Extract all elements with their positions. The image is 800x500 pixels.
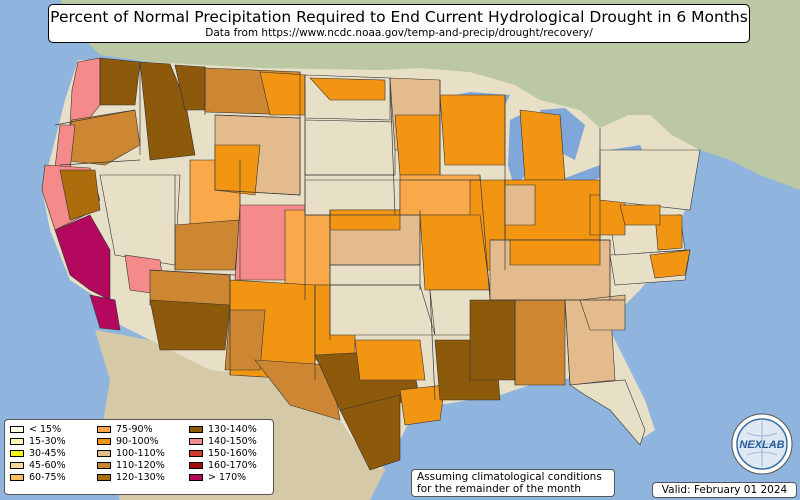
region-nc-east	[649, 249, 691, 279]
legend-swatch	[189, 425, 203, 433]
legend-swatch	[189, 449, 203, 457]
legend-column-1: < 15% 15-30% 30-45% 45-60% 60-75%	[10, 423, 66, 484]
legend-item: 130-140%	[189, 423, 257, 435]
legend-swatch	[189, 474, 203, 482]
legend-column-2: 75-90% 90-100% 100-110% 110-120% 120-130…	[97, 423, 165, 484]
region-nd-east	[309, 77, 386, 101]
legend-label: 150-160%	[208, 447, 257, 459]
legend-swatch	[97, 462, 111, 470]
region-sd	[304, 119, 396, 176]
state-borders	[54, 58, 625, 401]
legend-label: < 15%	[29, 423, 62, 435]
legend-label: 110-120%	[116, 460, 165, 472]
legend-item: 150-160%	[189, 447, 257, 459]
legend-swatch	[10, 425, 24, 433]
legend-label: 120-130%	[116, 472, 165, 484]
legend-swatch	[10, 474, 24, 482]
legend-swatch	[97, 474, 111, 482]
legend-item: < 15%	[10, 423, 66, 435]
legend-label: 45-60%	[29, 460, 66, 472]
legend-item: 90-100%	[97, 435, 165, 447]
region-ky-north	[509, 239, 601, 266]
legend-swatch	[189, 462, 203, 470]
legend-label: 60-75%	[29, 472, 66, 484]
legend-label: 75-90%	[116, 423, 153, 435]
region-nm-west	[224, 309, 266, 371]
legend-label: 140-150%	[208, 435, 257, 447]
region-in	[504, 184, 536, 226]
region-mi	[519, 109, 566, 181]
nexlab-logo: NEXLAB	[731, 413, 793, 475]
drought-regions	[41, 57, 701, 471]
legend-label: 100-110%	[116, 447, 165, 459]
region-mo	[419, 214, 491, 291]
legend-item: 60-75%	[10, 472, 66, 484]
legend-label: 90-100%	[116, 435, 159, 447]
region-tx-west	[254, 359, 341, 421]
region-ca-south	[89, 294, 121, 331]
region-tx-east	[354, 339, 426, 381]
canada-land	[60, 0, 800, 190]
assumption-line-1: Assuming climatological conditions	[417, 471, 602, 483]
map-subtitle: Data from https://www.ncdc.noaa.gov/temp…	[205, 27, 593, 39]
legend-item: 120-130%	[97, 472, 165, 484]
region-ut-south	[174, 219, 241, 271]
region-mn-east	[394, 114, 441, 176]
legend-item: > 170%	[189, 472, 257, 484]
region-va-east	[654, 214, 683, 251]
region-ks-north	[329, 209, 401, 231]
region-wy-west	[214, 144, 261, 196]
legend-label: 160-170%	[208, 460, 257, 472]
region-co-east	[284, 209, 331, 286]
legend-item: 100-110%	[97, 447, 165, 459]
legend-swatch	[97, 449, 111, 457]
legend-swatch	[97, 437, 111, 445]
legend-swatch	[10, 437, 24, 445]
legend-swatch	[10, 449, 24, 457]
region-ok	[329, 284, 436, 336]
region-md	[619, 204, 661, 226]
region-id	[139, 61, 196, 161]
region-az-south	[149, 299, 231, 351]
region-al	[514, 299, 566, 386]
legend-swatch	[189, 437, 203, 445]
legend-item: 15-30%	[10, 435, 66, 447]
legend: < 15% 15-30% 30-45% 45-60% 60-75% 75-90%…	[4, 419, 274, 495]
valid-date: Valid: February 01 2024	[652, 482, 797, 498]
region-wa-east	[99, 57, 141, 106]
region-wi	[439, 94, 506, 166]
legend-label: 15-30%	[29, 435, 66, 447]
legend-label: > 170%	[208, 472, 247, 484]
region-tx-south	[339, 394, 401, 471]
title-box: Percent of Normal Precipitation Required…	[48, 4, 750, 43]
region-ia	[399, 174, 481, 216]
legend-label: 30-45%	[29, 447, 66, 459]
legend-item: 30-45%	[10, 447, 66, 459]
legend-item: 140-150%	[189, 435, 257, 447]
legend-swatch	[10, 462, 24, 470]
region-pa-ny	[599, 149, 701, 211]
region-ms	[469, 299, 516, 381]
legend-item: 45-60%	[10, 460, 66, 472]
region-tx-coast	[399, 384, 446, 426]
legend-label: 130-140%	[208, 423, 257, 435]
legend-swatch	[97, 425, 111, 433]
logo-text: NEXLAB	[739, 439, 784, 451]
legend-item: 75-90%	[97, 423, 165, 435]
region-fl	[569, 379, 646, 446]
assumption-note: Assuming climatological conditions for t…	[411, 469, 615, 497]
legend-item: 110-120%	[97, 460, 165, 472]
region-ca-north	[59, 169, 101, 221]
legend-item: 160-170%	[189, 460, 257, 472]
legend-column-3: 130-140% 140-150% 150-160% 160-170% > 17…	[189, 423, 257, 484]
map-title: Percent of Normal Precipitation Required…	[50, 8, 748, 26]
assumption-line-2: for the remainder of the month	[417, 483, 582, 495]
